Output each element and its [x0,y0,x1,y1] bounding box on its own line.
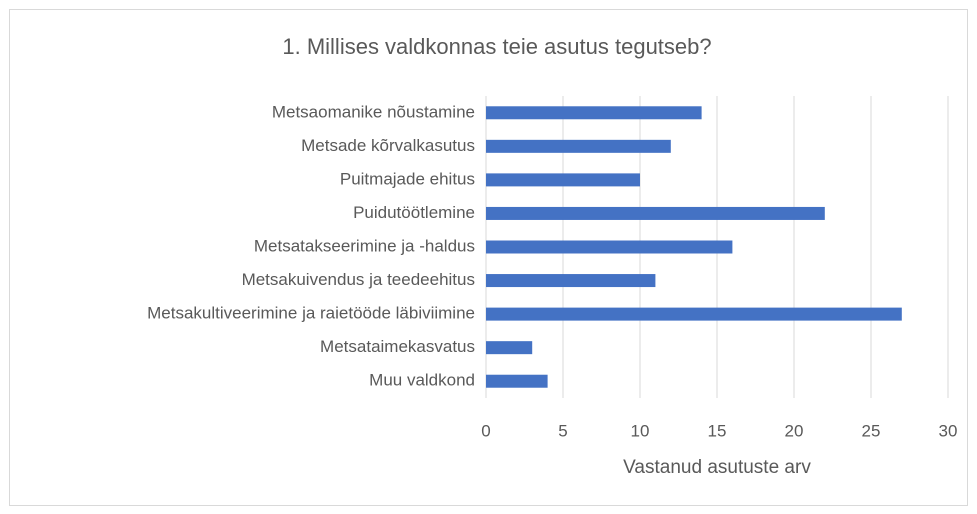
x-tick-label: 20 [785,421,804,440]
x-tick-label: 5 [558,421,567,440]
y-tick-label: Puidutöötlemine [353,203,475,222]
bar [486,206,825,220]
chart-title: 1. Millises valdkonnas teie asutus tegut… [282,34,711,59]
x-tick-label: 25 [862,421,881,440]
bar [486,106,702,120]
y-tick-label: Metsaomanike nõustamine [272,102,475,121]
bar [486,240,733,254]
y-tick-label: Metsatakseerimine ja -haldus [254,236,475,255]
bar [486,307,902,321]
x-axis-label: Vastanud asutuste arv [623,457,811,478]
chart-border [9,9,968,506]
bar [486,274,656,288]
x-tick-label: 0 [481,421,490,440]
x-tick-label: 30 [939,421,958,440]
bar [486,139,671,153]
y-tick-label: Puitmajade ehitus [340,169,475,188]
y-tick-label: Metsakultiveerimine ja raietööde läbivii… [147,304,475,323]
y-tick-label: Metsataimekasvatus [320,337,475,356]
x-tick-label: 10 [631,421,650,440]
y-tick-label: Metsakuivendus ja teedeehitus [242,270,475,289]
bar [486,173,640,187]
bar [486,374,548,388]
y-tick-label: Metsade kõrvalkasutus [301,136,475,155]
y-tick-label: Muu valdkond [369,371,475,390]
bar [486,341,533,355]
x-tick-label: 15 [708,421,727,440]
